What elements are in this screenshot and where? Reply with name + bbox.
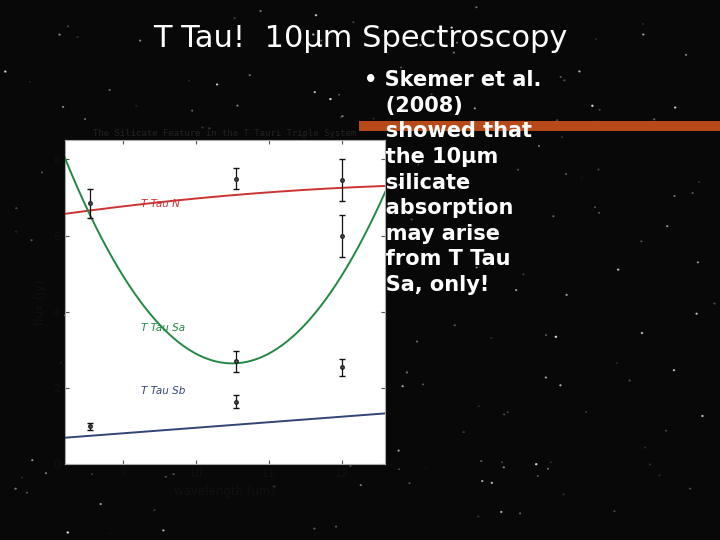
- Text: T Tau!  10μm Spectroscopy: T Tau! 10μm Spectroscopy: [153, 24, 567, 53]
- Text: • Skemer et al.
   (2008)
   showed that
   the 10μm
   silicate
   absorption
 : • Skemer et al. (2008) showed that the 1…: [364, 70, 541, 295]
- Text: T Tau N: T Tau N: [141, 199, 180, 209]
- Y-axis label: flux (Jy): flux (Jy): [35, 280, 48, 325]
- X-axis label: wavelength (μm): wavelength (μm): [174, 485, 276, 498]
- Text: T Tau Sa: T Tau Sa: [141, 323, 185, 333]
- Title: The Silicate Feature in the T Tauri Triple System: The Silicate Feature in the T Tauri Trip…: [94, 129, 356, 138]
- Text: T Tau Sb: T Tau Sb: [141, 386, 186, 396]
